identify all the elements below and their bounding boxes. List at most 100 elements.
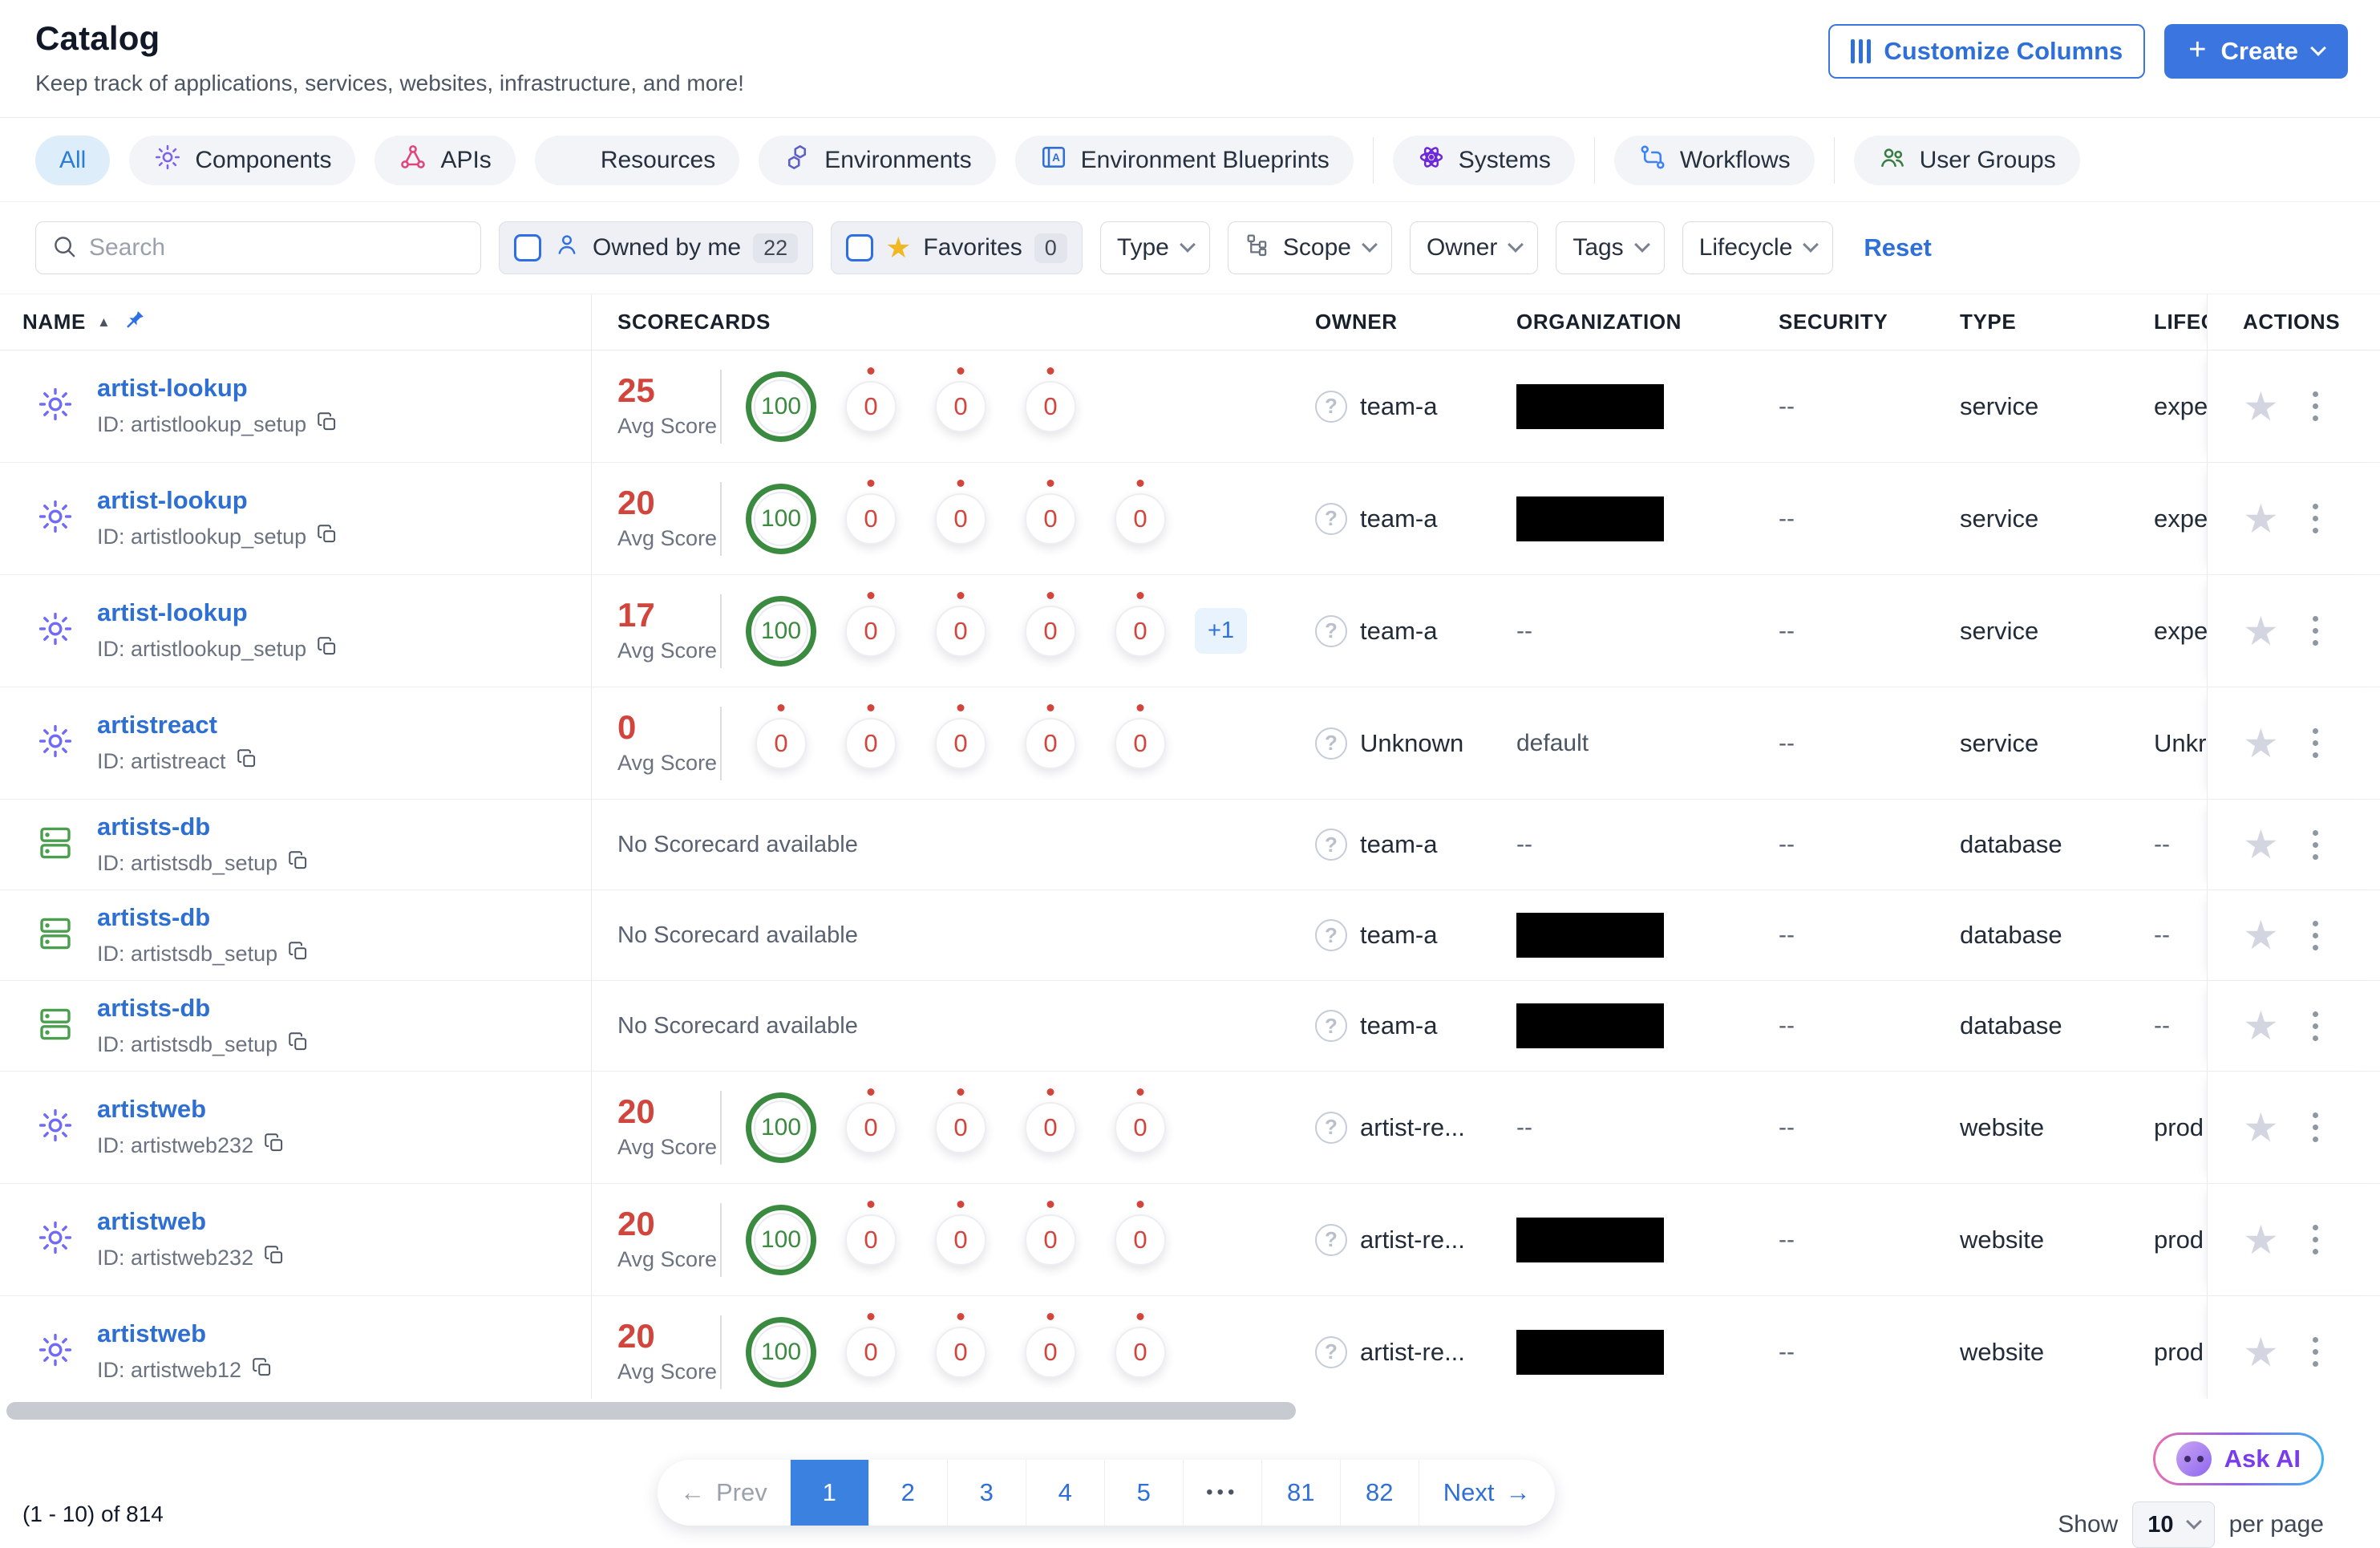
scorecard-badge-zero[interactable]: 0 (845, 717, 897, 769)
scorecard-badge-zero[interactable]: 0 (1025, 492, 1076, 545)
pagination-prev-button[interactable]: ← Prev (658, 1460, 791, 1526)
row-menu-button[interactable] (2308, 611, 2323, 650)
entity-name-link[interactable]: artists-db (97, 812, 211, 841)
row-menu-button[interactable] (2308, 916, 2323, 955)
scorecard-badge-zero[interactable]: 0 (1025, 717, 1076, 769)
pagination-page-81[interactable]: 81 (1262, 1460, 1341, 1526)
tab-resources[interactable]: Resources (534, 136, 740, 185)
scorecard-badge-pass[interactable]: 100 (746, 1092, 816, 1163)
scorecard-badge-zero[interactable]: 0 (1115, 1326, 1166, 1378)
scorecard-badge-zero[interactable]: 0 (845, 605, 897, 657)
scorecard-badge-zero[interactable]: 0 (935, 1214, 986, 1266)
scorecard-badge-zero[interactable]: 0 (935, 380, 986, 432)
scorecard-badge-zero[interactable]: 0 (1025, 605, 1076, 657)
row-menu-button[interactable] (2308, 825, 2323, 865)
owned-by-me-filter[interactable]: Owned by me 22 (499, 221, 814, 274)
copy-icon[interactable] (263, 1244, 285, 1272)
copy-icon[interactable] (287, 940, 310, 968)
scorecard-badge-pass[interactable]: 100 (746, 1204, 816, 1275)
copy-icon[interactable] (263, 1132, 285, 1160)
scrollbar-thumb[interactable] (6, 1402, 1296, 1420)
copy-icon[interactable] (287, 1031, 310, 1059)
scorecard-badge-pass[interactable]: 100 (746, 595, 816, 667)
scorecard-badge-zero[interactable]: 0 (1115, 717, 1166, 769)
row-menu-button[interactable] (2308, 1220, 2323, 1259)
row-menu-button[interactable] (2308, 499, 2323, 538)
pagination-page-4[interactable]: 4 (1026, 1460, 1105, 1526)
filter-dropdown-type[interactable]: Type (1099, 221, 1210, 274)
copy-icon[interactable] (316, 523, 338, 551)
create-button[interactable]: + Create (2164, 24, 2348, 79)
favorite-star-button[interactable]: ★ (2243, 496, 2279, 541)
entity-name-link[interactable]: artist-lookup (97, 486, 248, 514)
tab-workflows[interactable]: Workflows (1613, 136, 1815, 185)
copy-icon[interactable] (251, 1356, 273, 1384)
favorite-star-button[interactable]: ★ (2243, 1104, 2279, 1150)
more-scorecards-badge[interactable]: +1 (1195, 608, 1248, 654)
tab-all[interactable]: All (35, 136, 111, 185)
scorecard-badge-zero[interactable]: 0 (1025, 1214, 1076, 1266)
entity-name-link[interactable]: artistweb (97, 1207, 207, 1235)
scorecard-badge-zero[interactable]: 0 (845, 1101, 897, 1153)
favorite-star-button[interactable]: ★ (2243, 913, 2279, 958)
favorite-star-button[interactable]: ★ (2243, 1329, 2279, 1375)
scorecard-badge-zero[interactable]: 0 (935, 1101, 986, 1153)
scorecard-badge-zero[interactable]: 0 (935, 605, 986, 657)
owned-by-me-checkbox[interactable] (514, 234, 541, 261)
filter-dropdown-lifecycle[interactable]: Lifecycle (1682, 221, 1834, 274)
entity-name-link[interactable]: artist-lookup (97, 374, 248, 402)
scorecard-badge-zero[interactable]: 0 (845, 492, 897, 545)
scorecard-badge-zero[interactable]: 0 (935, 492, 986, 545)
scorecard-badge-pass[interactable]: 100 (746, 371, 816, 442)
search-input[interactable] (89, 234, 466, 261)
tab-components[interactable]: Components (129, 136, 356, 185)
tab-environments[interactable]: Environments (759, 136, 996, 185)
pagination-page-1[interactable]: 1 (790, 1460, 869, 1526)
row-menu-button[interactable] (2308, 387, 2323, 426)
scorecard-badge-zero[interactable]: 0 (935, 1326, 986, 1378)
scorecard-badge-zero[interactable]: 0 (845, 1326, 897, 1378)
favorites-filter[interactable]: ★ Favorites 0 (831, 221, 1083, 274)
scorecard-badge-zero[interactable]: 0 (1025, 1101, 1076, 1153)
filter-dropdown-owner[interactable]: Owner (1409, 221, 1539, 274)
scorecard-badge-zero[interactable]: 0 (755, 717, 807, 769)
pagination-page-3[interactable]: 3 (948, 1460, 1026, 1526)
copy-icon[interactable] (316, 411, 338, 439)
column-header-name[interactable]: NAME ▲ (0, 294, 592, 350)
reset-filters-link[interactable]: Reset (1864, 233, 1932, 261)
entity-name-link[interactable]: artistreact (97, 711, 217, 739)
tab-systems[interactable]: Systems (1392, 136, 1575, 185)
scorecard-badge-zero[interactable]: 0 (845, 380, 897, 432)
copy-icon[interactable] (287, 849, 310, 877)
scorecard-badge-pass[interactable]: 100 (746, 483, 816, 554)
scorecard-badge-zero[interactable]: 0 (1115, 1101, 1166, 1153)
favorite-star-button[interactable]: ★ (2243, 608, 2279, 654)
filter-dropdown-scope[interactable]: Scope (1227, 221, 1392, 274)
copy-icon[interactable] (236, 748, 258, 776)
entity-name-link[interactable]: artistweb (97, 1319, 207, 1347)
ask-ai-button[interactable]: Ask AI (2153, 1433, 2324, 1485)
entity-name-link[interactable]: artists-db (97, 902, 211, 931)
pagination-page-2[interactable]: 2 (869, 1460, 948, 1526)
row-menu-button[interactable] (2308, 1007, 2323, 1046)
scorecard-badge-zero[interactable]: 0 (1025, 1326, 1076, 1378)
favorite-star-button[interactable]: ★ (2243, 1217, 2279, 1262)
row-menu-button[interactable] (2308, 1332, 2323, 1372)
favorites-checkbox[interactable] (846, 234, 874, 261)
per-page-select[interactable]: 10 (2132, 1501, 2215, 1548)
entity-name-link[interactable]: artistweb (97, 1095, 207, 1123)
scorecard-badge-pass[interactable]: 100 (746, 1316, 816, 1388)
filter-dropdown-tags[interactable]: Tags (1556, 221, 1665, 274)
pagination-page-5[interactable]: 5 (1105, 1460, 1184, 1526)
pagination-next-button[interactable]: Next → (1443, 1478, 1531, 1506)
tab-user-groups[interactable]: User Groups (1853, 136, 2080, 185)
favorite-star-button[interactable]: ★ (2243, 720, 2279, 766)
favorite-star-button[interactable]: ★ (2243, 383, 2279, 429)
scorecard-badge-zero[interactable]: 0 (1115, 1214, 1166, 1266)
scorecard-badge-zero[interactable]: 0 (1115, 492, 1166, 545)
entity-name-link[interactable]: artist-lookup (97, 598, 248, 626)
tab-environment-blueprints[interactable]: A Environment Blueprints (1014, 136, 1354, 185)
customize-columns-button[interactable]: Customize Columns (1828, 24, 2146, 79)
pagination-page-82[interactable]: 82 (1341, 1460, 1419, 1526)
scorecard-badge-zero[interactable]: 0 (935, 717, 986, 769)
